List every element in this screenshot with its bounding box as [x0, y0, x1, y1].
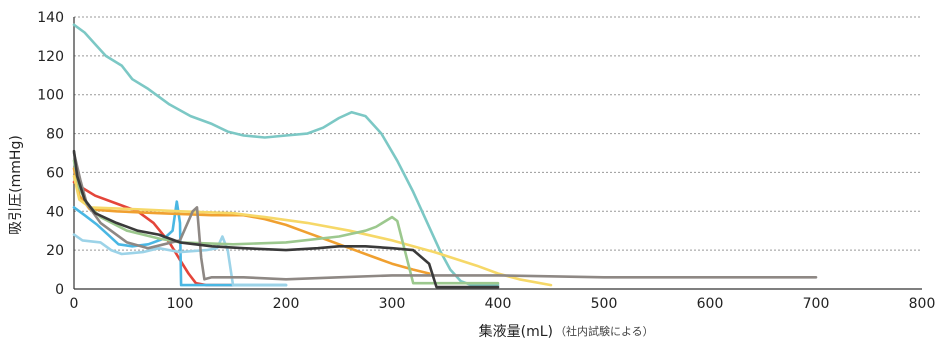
- x-tick-label-100: 100: [167, 296, 194, 312]
- x-axis-note: （社内試験による）: [555, 324, 654, 338]
- y-tick-label-0: 0: [55, 282, 64, 298]
- x-tick-label-0: 0: [70, 296, 79, 312]
- x-tick-label-700: 700: [803, 296, 830, 312]
- y-tick-label-20: 20: [46, 243, 64, 259]
- series-line-5: [72, 167, 431, 275]
- series-line-2: [72, 180, 235, 287]
- y-axis-title: 吸引圧(mmHg): [8, 135, 24, 235]
- x-tick-label-500: 500: [591, 296, 618, 312]
- x-axis-title: 集液量(mL): [479, 323, 553, 340]
- x-tick-label-300: 300: [379, 296, 406, 312]
- y-tick-label-100: 100: [37, 88, 64, 104]
- series-line-1: [72, 23, 500, 287]
- label-layer: 0 20 40 60 80 100 120 140 0 100 200 300 400 500 600 700…: [37, 10, 935, 312]
- series-line-9: [72, 149, 500, 289]
- y-tick-label-40: 40: [46, 204, 64, 220]
- y-tick-label-120: 120: [37, 49, 64, 65]
- y-tick-label-80: 80: [46, 127, 64, 143]
- y-tick-label-60: 60: [46, 165, 64, 181]
- series-line-7: [72, 159, 500, 285]
- x-tick-label-200: 200: [273, 296, 300, 312]
- series-layer: [72, 23, 818, 289]
- x-tick-label-600: 600: [697, 296, 724, 312]
- x-tick-label-800: 800: [909, 296, 936, 312]
- series-line-3: [72, 200, 288, 287]
- x-tick-label-400: 400: [485, 296, 512, 312]
- series-line-8: [72, 151, 818, 281]
- y-tick-label-140: 140: [37, 10, 64, 26]
- series-line-6: [72, 175, 553, 287]
